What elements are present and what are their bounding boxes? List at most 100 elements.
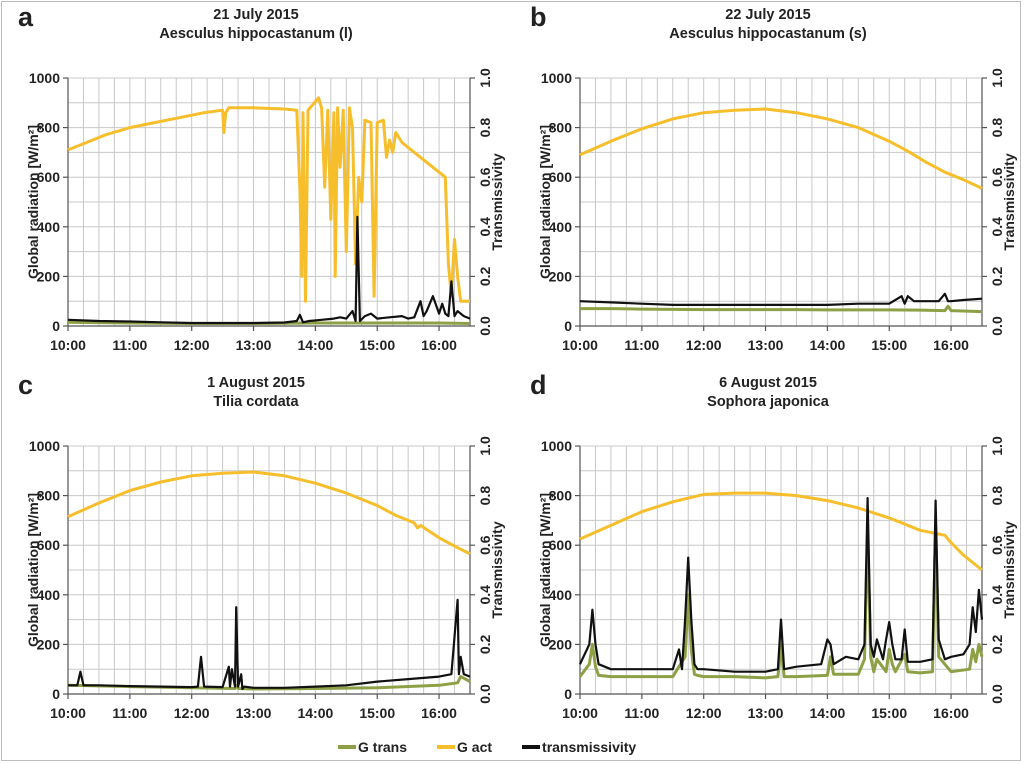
x-tick-label: 11:00 <box>624 705 659 721</box>
x-tick-label: 15:00 <box>359 705 395 721</box>
series-line-transmissivity <box>579 292 983 306</box>
right-tick-label: 0.8 <box>989 118 1005 138</box>
right-tick-label: 0.4 <box>989 585 1005 605</box>
x-tick-label: 10:00 <box>562 705 598 721</box>
left-tick-label: 1000 <box>541 70 572 86</box>
x-tick-label: 12:00 <box>174 337 210 353</box>
left-tick-label: 800 <box>37 120 61 136</box>
left-tick-label: 0 <box>564 318 572 334</box>
x-tick-label: 12:00 <box>174 705 210 721</box>
y-axis-label: Global radiation [W/m²] <box>537 493 553 647</box>
series-line-g-act <box>579 107 983 190</box>
x-tick-label: 15:00 <box>359 337 395 353</box>
right-tick-label: 1.0 <box>477 436 493 456</box>
legend: G trans G act transmissivity <box>338 736 636 758</box>
left-tick-label: 800 <box>549 488 573 504</box>
right-tick-label: 0.8 <box>477 486 493 506</box>
legend-item: G act <box>437 736 492 758</box>
y-axis-label: Global radiation [W/m²] <box>537 125 553 279</box>
left-tick-label: 800 <box>37 488 61 504</box>
x-tick-label: 14:00 <box>297 705 333 721</box>
x-tick-label: 16:00 <box>933 705 969 721</box>
left-tick-label: 400 <box>549 219 573 235</box>
series-line-transmissivity <box>67 215 471 325</box>
left-tick-label: 1000 <box>29 438 60 454</box>
x-tick-label: 11:00 <box>624 337 659 353</box>
left-tick-label: 200 <box>549 268 573 284</box>
left-tick-label: 600 <box>37 169 61 185</box>
chart-panel-c: c 1 August 2015 Tilia cordata 0 200 400 600 800… <box>0 368 512 736</box>
right-tick-label: 1.0 <box>989 436 1005 456</box>
y-axis-label: Global radiation [W/m²] <box>25 493 41 647</box>
chart-svg: 0 200 400 600 800 1000 0.0 0.2 0.4 0.6 0.8 1.0 10:00… <box>25 436 505 721</box>
left-tick-label: 600 <box>549 169 573 185</box>
legend-swatch <box>338 745 356 749</box>
x-tick-label: 16:00 <box>421 337 457 353</box>
left-tick-label: 1000 <box>541 438 572 454</box>
right-tick-label: 0.0 <box>477 316 493 336</box>
right-tick-label: 1.0 <box>989 68 1005 88</box>
x-tick-label: 12:00 <box>686 337 722 353</box>
left-tick-label: 200 <box>549 636 573 652</box>
x-tick-label: 12:00 <box>686 705 722 721</box>
left-tick-label: 0 <box>564 686 572 702</box>
left-tick-label: 0 <box>52 318 60 334</box>
legend-item: transmissivity <box>522 736 636 758</box>
right-tick-label: 0.4 <box>477 217 493 237</box>
x-tick-label: 10:00 <box>50 337 86 353</box>
chart-svg: 0 200 400 600 800 1000 0.0 0.2 0.4 0.6 0.8 1.0 10:00… <box>25 68 505 353</box>
panel-letter: c <box>18 370 34 400</box>
x-tick-label: 10:00 <box>562 337 598 353</box>
left-tick-label: 400 <box>37 587 61 603</box>
series-line-g-trans <box>580 304 983 314</box>
left-tick-label: 200 <box>37 636 61 652</box>
x-tick-label: 15:00 <box>871 337 907 353</box>
chart-panel-d: d 6 August 2015 Sophora japonica 0 200 400 600… <box>512 368 1024 736</box>
right-tick-label: 0.6 <box>989 535 1005 555</box>
right-tick-label: 0.6 <box>477 167 493 187</box>
left-tick-label: 600 <box>549 537 573 553</box>
legend-swatch <box>437 745 456 749</box>
x-tick-label: 14:00 <box>809 705 845 721</box>
right-tick-label: 0.2 <box>477 634 493 654</box>
panel-letter: d <box>530 370 547 400</box>
y2-axis-label: Transmissivity <box>1001 521 1017 618</box>
chart-svg: 0 200 400 600 800 1000 0.0 0.2 0.4 0.6 0.8 1.0 10:00… <box>537 68 1017 353</box>
right-tick-label: 0.8 <box>989 486 1005 506</box>
left-tick-label: 800 <box>549 120 573 136</box>
right-tick-label: 0.0 <box>989 316 1005 336</box>
right-tick-label: 0.4 <box>477 585 493 605</box>
panel-letter: b <box>530 2 547 32</box>
panel-letter: a <box>18 2 34 32</box>
x-tick-label: 15:00 <box>871 705 907 721</box>
x-tick-label: 16:00 <box>933 337 969 353</box>
right-tick-label: 0.6 <box>477 535 493 555</box>
right-tick-label: 0.2 <box>477 266 493 286</box>
chart-title: 21 July 2015 <box>213 7 299 23</box>
right-tick-label: 0.2 <box>989 266 1005 286</box>
x-tick-label: 13:00 <box>236 337 272 353</box>
series-line-g-act <box>579 491 983 572</box>
left-tick-label: 200 <box>37 268 61 284</box>
x-tick-label: 13:00 <box>748 337 784 353</box>
chart-subtitle: Tilia cordata <box>213 394 299 410</box>
y2-axis-label: Transmissivity <box>489 153 505 250</box>
x-tick-label: 14:00 <box>297 337 333 353</box>
left-tick-label: 1000 <box>29 70 60 86</box>
chart-svg: 0 200 400 600 800 1000 0.0 0.2 0.4 0.6 0.8 1.0 10:00… <box>537 436 1017 721</box>
right-tick-label: 0.8 <box>477 118 493 138</box>
x-tick-label: 11:00 <box>112 705 147 721</box>
chart-panel-a: a 21 July 2015 Aesculus hippocastanum (l) 0… <box>0 0 512 368</box>
x-tick-label: 13:00 <box>236 705 272 721</box>
y-axis-label: Global radiation [W/m²] <box>25 125 41 279</box>
x-tick-label: 16:00 <box>421 705 457 721</box>
legend-swatch <box>522 745 541 749</box>
legend-label: G trans <box>358 739 408 755</box>
y2-axis-label: Transmissivity <box>1001 153 1017 250</box>
legend-label: G act <box>457 739 493 755</box>
series-line-transmissivity <box>68 598 471 691</box>
series-line-g-act <box>67 96 470 303</box>
left-tick-label: 400 <box>549 587 573 603</box>
legend-label: transmissivity <box>542 739 637 755</box>
